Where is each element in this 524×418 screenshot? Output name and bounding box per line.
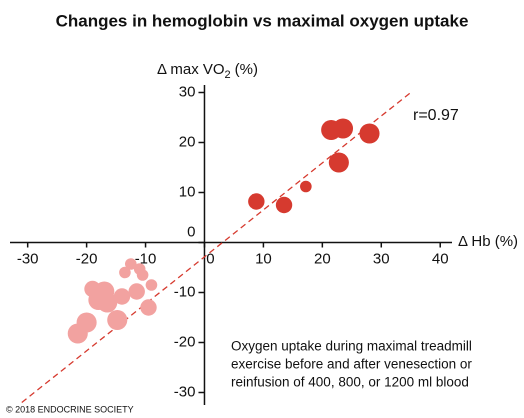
point <box>248 193 265 210</box>
annotation: r=0.97 <box>413 107 459 124</box>
chart-title: Changes in hemoglobin vs maximal oxygen … <box>56 11 469 30</box>
trend-line <box>21 91 412 404</box>
x-tick-label: 30 <box>373 250 390 267</box>
y-tick-label: 10 <box>179 183 196 200</box>
point <box>128 283 145 300</box>
point <box>107 309 128 331</box>
point <box>140 299 157 316</box>
y-tick-label: -30 <box>174 383 196 400</box>
point <box>88 289 109 311</box>
point <box>119 266 131 279</box>
note-line: reinfusion of 400, 800, or 1200 ml blood <box>231 375 469 390</box>
note-line: Oxygen uptake during maximal treadmill <box>231 339 472 354</box>
x-axis-label: Δ Hb (%) <box>458 233 518 250</box>
note-line: exercise before and after venesection or <box>231 357 472 372</box>
y-tick-label: 30 <box>179 83 196 100</box>
point <box>145 279 158 291</box>
x-tick-label: 40 <box>432 250 449 267</box>
y-label-suffix: (%) <box>235 61 258 78</box>
point <box>76 312 97 333</box>
point <box>332 118 354 139</box>
x-tick-label: 0 <box>206 250 214 267</box>
y-tick-label: -20 <box>174 333 196 350</box>
y-tick-label: 0 <box>187 223 195 240</box>
x-tick-label: -20 <box>76 250 98 267</box>
y-label-sub: 2 <box>225 69 231 81</box>
footer: © 2018 ENDOCRINE SOCIETY <box>6 404 134 414</box>
y-tick-label: 20 <box>179 133 196 150</box>
point <box>300 180 312 193</box>
y-label-main: Δ max VO <box>157 61 225 78</box>
x-tick-label: 10 <box>255 250 272 267</box>
x-tick-label: 20 <box>314 250 331 267</box>
point <box>275 196 293 214</box>
point <box>125 258 137 270</box>
y-tick-label: -10 <box>174 283 196 300</box>
point <box>359 123 380 144</box>
point <box>113 288 131 305</box>
point <box>328 152 349 173</box>
point <box>133 263 146 275</box>
x-tick-label: -30 <box>17 250 39 267</box>
x-tick-label: -10 <box>135 250 157 267</box>
y-axis-label: Δ max VO2 (%) <box>157 61 258 81</box>
